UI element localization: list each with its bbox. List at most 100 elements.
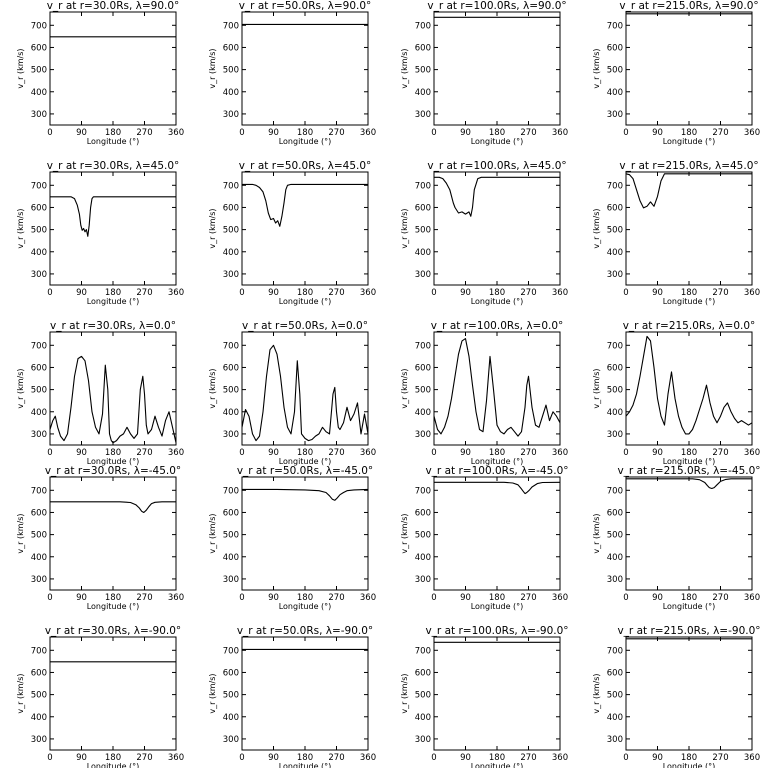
y-tick-label: 500 [607, 691, 623, 701]
y-tick-label: 300 [31, 110, 47, 120]
y-tick-label: 600 [607, 43, 623, 53]
x-tick-label: 270 [328, 448, 344, 458]
y-tick-label: 400 [607, 248, 623, 258]
x-tick-label: 270 [328, 593, 344, 603]
x-tick-label: 0 [239, 128, 244, 138]
x-tick-label: 270 [136, 593, 152, 603]
x-tick-label: 360 [552, 448, 568, 458]
y-tick-label: 700 [607, 341, 623, 351]
panel-13: v_r at r=30.0Rs, λ=-45.0° 0 90 180 270 360 300… [16, 465, 184, 611]
panel-2: v_r at r=50.0Rs, λ=90.0° 0 90 180 270 360 300 4… [208, 0, 376, 146]
x-tick-label: 180 [681, 593, 697, 603]
y-axis-label: v_r (km/s) [16, 513, 25, 553]
x-axis-label: Longitude (°) [87, 762, 140, 768]
y-tick-label: 500 [415, 691, 431, 701]
plot-frame [49, 171, 177, 286]
plot-frame [241, 11, 369, 126]
y-tick-label: 600 [223, 508, 239, 518]
y-tick-label: 300 [31, 270, 47, 280]
panel-title: v_r at r=215.0Rs, λ=0.0° [623, 320, 756, 332]
y-tick-label: 600 [607, 363, 623, 373]
y-tick-label: 600 [223, 668, 239, 678]
panel-17: v_r at r=30.0Rs, λ=-90.0° 0 90 180 270 360 300… [16, 625, 184, 768]
y-tick-label: 500 [31, 66, 47, 76]
x-tick-label: 0 [47, 753, 52, 763]
y-tick-label: 300 [415, 430, 431, 440]
panel-5: v_r at r=30.0Rs, λ=45.0° 0 90 180 270 360 300 4… [16, 160, 184, 306]
y-axis-label: v_r (km/s) [208, 368, 217, 408]
y-axis-label: v_r (km/s) [400, 208, 409, 248]
panel-9: v_r at r=30.0Rs, λ=0.0° 0 90 180 270 360 300 40… [16, 320, 184, 466]
panel-title: v_r at r=30.0Rs, λ=-45.0° [45, 465, 181, 477]
x-tick-label: 0 [623, 128, 628, 138]
y-tick-label: 700 [223, 181, 239, 191]
y-axis-label: v_r (km/s) [208, 513, 217, 553]
plot-frame [625, 171, 753, 286]
x-axis-label: Longitude (°) [279, 137, 332, 146]
x-axis-label: Longitude (°) [87, 457, 140, 466]
series-line [625, 173, 752, 209]
panel-title: v_r at r=30.0Rs, λ=90.0° [47, 0, 180, 12]
x-tick-label: 360 [360, 593, 376, 603]
x-axis-label: Longitude (°) [471, 297, 524, 306]
x-tick-label: 360 [744, 128, 760, 138]
x-tick-label: 0 [431, 288, 436, 298]
y-tick-label: 300 [607, 430, 623, 440]
y-tick-label: 700 [223, 486, 239, 496]
x-tick-label: 90 [268, 288, 279, 298]
y-tick-label: 500 [31, 226, 47, 236]
y-axis-label: v_r (km/s) [592, 368, 601, 408]
y-tick-label: 500 [607, 66, 623, 76]
x-tick-label: 360 [552, 288, 568, 298]
plot-frame [433, 171, 561, 286]
series-line [625, 335, 753, 435]
y-tick-label: 300 [607, 270, 623, 280]
panel-14: v_r at r=50.0Rs, λ=-45.0° 0 90 180 270 360 300… [208, 465, 376, 611]
panel-20: v_r at r=215.0Rs, λ=-90.0° 0 90 180 270 360 30… [592, 625, 761, 768]
y-tick-label: 500 [31, 531, 47, 541]
x-tick-label: 360 [168, 128, 184, 138]
x-tick-label: 270 [712, 128, 728, 138]
panel-title: v_r at r=215.0Rs, λ=-45.0° [617, 465, 760, 477]
x-tick-label: 0 [47, 448, 52, 458]
y-tick-label: 600 [415, 508, 431, 518]
panel-19: v_r at r=100.0Rs, λ=-90.0° 0 90 180 270 360 30… [400, 625, 569, 768]
y-tick-label: 700 [415, 21, 431, 31]
y-tick-label: 700 [31, 646, 47, 656]
y-tick-label: 600 [607, 508, 623, 518]
x-tick-label: 360 [360, 288, 376, 298]
panel-title: v_r at r=100.0Rs, λ=45.0° [427, 160, 566, 172]
y-tick-label: 600 [31, 668, 47, 678]
x-tick-label: 180 [105, 593, 121, 603]
x-tick-label: 90 [268, 753, 279, 763]
x-tick-label: 180 [297, 753, 313, 763]
y-tick-label: 400 [607, 713, 623, 723]
x-tick-label: 270 [712, 593, 728, 603]
panel-3: v_r at r=100.0Rs, λ=90.0° 0 90 180 270 360 300… [400, 0, 568, 146]
y-tick-label: 700 [415, 341, 431, 351]
x-tick-label: 180 [681, 288, 697, 298]
x-tick-label: 90 [76, 593, 87, 603]
x-tick-label: 0 [623, 288, 628, 298]
panel-title: v_r at r=30.0Rs, λ=45.0° [47, 160, 180, 172]
plot-frame [625, 476, 753, 591]
y-tick-label: 600 [415, 203, 431, 213]
y-tick-label: 700 [415, 181, 431, 191]
x-tick-label: 270 [520, 753, 536, 763]
x-tick-label: 180 [105, 288, 121, 298]
x-tick-label: 270 [712, 448, 728, 458]
y-tick-label: 400 [415, 248, 431, 258]
x-tick-label: 180 [489, 593, 505, 603]
x-tick-label: 180 [489, 448, 505, 458]
y-tick-label: 500 [31, 691, 47, 701]
y-tick-label: 300 [223, 735, 239, 745]
x-tick-label: 270 [328, 753, 344, 763]
y-tick-label: 400 [31, 553, 47, 563]
y-tick-label: 500 [223, 386, 239, 396]
x-tick-label: 270 [712, 753, 728, 763]
y-tick-label: 700 [607, 21, 623, 31]
x-tick-label: 90 [268, 448, 279, 458]
y-tick-label: 400 [223, 553, 239, 563]
y-tick-label: 500 [223, 691, 239, 701]
x-tick-label: 0 [47, 288, 52, 298]
